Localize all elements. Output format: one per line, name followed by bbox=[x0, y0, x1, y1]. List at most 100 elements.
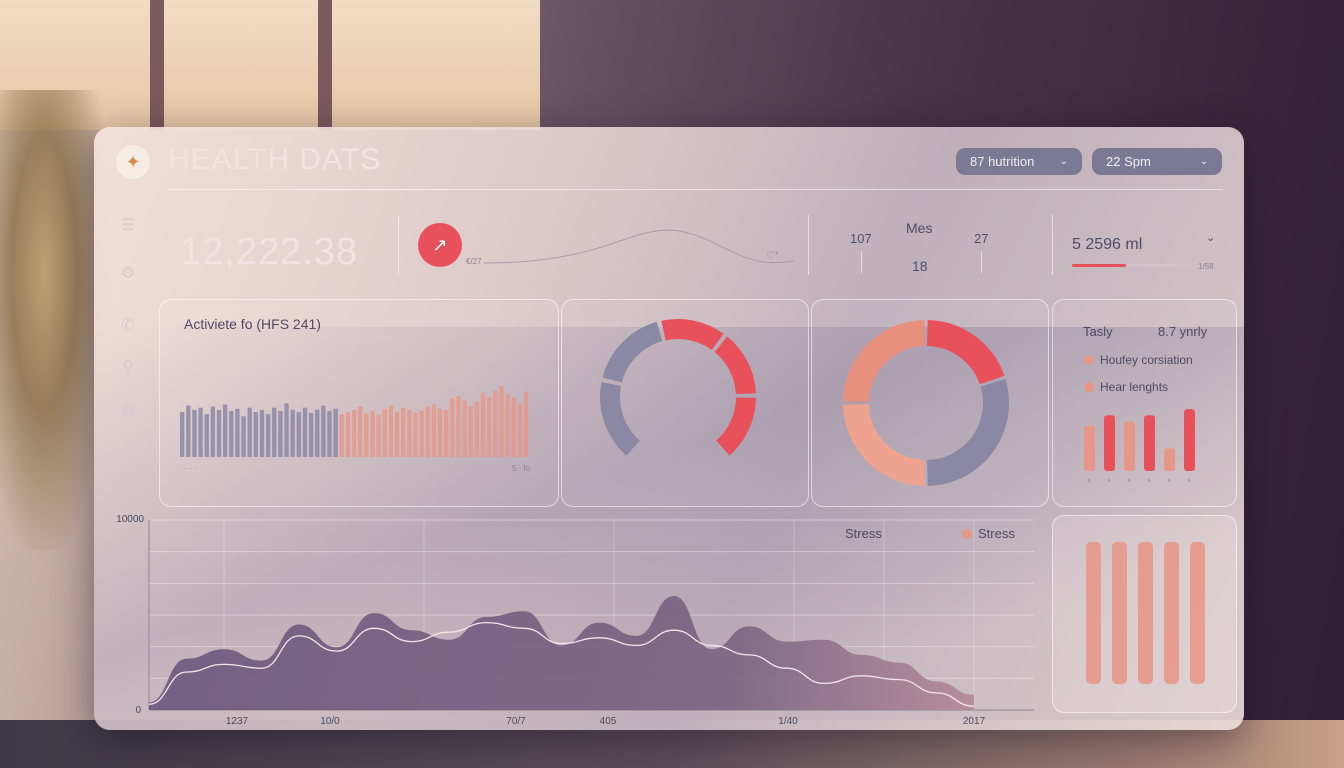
total-value: 12,222.38 bbox=[180, 231, 359, 273]
x-tick-label: 10/0 bbox=[320, 716, 340, 727]
x-tick-label: 70/7 bbox=[506, 716, 526, 727]
heart-icon: ♡′ bbox=[766, 250, 778, 262]
search-icon[interactable]: ⚲ bbox=[122, 359, 134, 376]
legend-item: Houfey corsiation bbox=[1084, 353, 1193, 367]
activity-bar bbox=[186, 405, 191, 457]
tally-card bbox=[1052, 299, 1237, 507]
activity-bar bbox=[192, 409, 197, 457]
settings-icon[interactable]: ⚙ bbox=[120, 265, 136, 282]
legend-label: Houfey corsiation bbox=[1100, 353, 1193, 367]
trend-up-icon[interactable]: ↗ bbox=[418, 223, 462, 267]
activity-bar bbox=[394, 412, 400, 457]
gauge-segment bbox=[715, 397, 756, 456]
bracket-left bbox=[861, 251, 862, 273]
legend-dot bbox=[1084, 382, 1094, 392]
activity-bar bbox=[358, 406, 363, 457]
divider bbox=[1052, 215, 1053, 275]
tally-header-right: 8.7 ynrly bbox=[1158, 324, 1208, 339]
activity-bar bbox=[345, 412, 351, 457]
trend-sparkline bbox=[483, 229, 794, 264]
calendar-icon[interactable]: ▦ bbox=[120, 403, 136, 420]
activity-bar bbox=[431, 404, 437, 457]
activity-bar bbox=[407, 409, 412, 457]
x-tick-label: 1237 bbox=[226, 716, 249, 727]
volume-progress-fill bbox=[1072, 264, 1126, 267]
column-bar bbox=[1112, 541, 1127, 684]
activity-bar bbox=[388, 405, 394, 457]
tally-bar bbox=[1184, 409, 1195, 471]
stat-right: 27 bbox=[974, 231, 989, 246]
activity-bar bbox=[444, 409, 449, 457]
activity-bar bbox=[210, 406, 215, 457]
donut-slice bbox=[926, 378, 1009, 486]
window-frame-bar bbox=[318, 0, 332, 130]
activity-bar bbox=[364, 413, 369, 457]
activity-bar bbox=[229, 410, 234, 457]
time-dropdown[interactable]: 22 Spm ⌄ bbox=[1092, 148, 1222, 175]
activity-bar bbox=[247, 407, 252, 457]
activity-bar bbox=[462, 400, 467, 457]
column-bar-chart bbox=[1086, 541, 1205, 684]
volume-value: 5 2596 ml bbox=[1072, 236, 1143, 253]
chevron-down-icon[interactable]: ⌄ bbox=[1206, 232, 1216, 244]
activity-bar bbox=[413, 413, 418, 457]
list-icon[interactable]: ☰ bbox=[120, 217, 136, 234]
activity-bar bbox=[198, 407, 203, 457]
activity-bar bbox=[499, 386, 504, 457]
tally-bar bbox=[1144, 415, 1155, 471]
y-tick-label: 10000 bbox=[116, 514, 144, 525]
activity-axis-end: 5 · fo bbox=[512, 464, 531, 473]
activity-bar bbox=[204, 414, 209, 457]
chevron-down-icon: ⌄ bbox=[1059, 156, 1068, 167]
activity-bar bbox=[315, 409, 320, 457]
x-tick-label: 2017 bbox=[963, 716, 986, 727]
activity-bar bbox=[437, 408, 443, 457]
activity-bar bbox=[474, 401, 480, 457]
nutrition-dropdown[interactable]: 87 hutrition ⌄ bbox=[956, 148, 1082, 175]
activity-card-title: Activiete fo (HFS 241) bbox=[184, 316, 321, 332]
activity-bar bbox=[450, 398, 455, 457]
activity-bar bbox=[253, 412, 258, 457]
activity-bar bbox=[382, 408, 387, 457]
x-tick-label: 405 bbox=[600, 716, 617, 727]
gauge-segment bbox=[602, 321, 663, 383]
legend-item: Hear lenghts bbox=[1084, 380, 1168, 394]
activity-bar bbox=[327, 410, 332, 457]
window-frame-bar bbox=[150, 0, 164, 130]
activity-bar bbox=[180, 412, 185, 457]
activity-bar bbox=[487, 397, 492, 457]
legend-label: Stress bbox=[978, 526, 1015, 541]
nutrition-dropdown-label: 87 hutrition bbox=[970, 154, 1035, 169]
activity-bar-chart bbox=[180, 386, 529, 457]
tally-bar bbox=[1124, 421, 1135, 471]
app-title: HEALTH DATS bbox=[168, 143, 382, 176]
chart-legend-right: Stress bbox=[962, 526, 1015, 541]
activity-bar bbox=[321, 405, 326, 457]
column-bar bbox=[1164, 541, 1179, 684]
phone-icon[interactable]: ✆ bbox=[121, 317, 135, 334]
activity-bar bbox=[290, 409, 295, 457]
gauge-segment bbox=[714, 336, 756, 395]
gauge-segment bbox=[600, 382, 641, 456]
line-series-2 bbox=[148, 621, 975, 707]
y-tick-label: 0 bbox=[135, 705, 141, 716]
divider bbox=[398, 215, 399, 275]
tally-bar bbox=[1104, 415, 1115, 471]
tally-bar bbox=[1084, 425, 1095, 471]
activity-bar bbox=[308, 413, 314, 457]
app-logo-icon[interactable]: ✦ bbox=[116, 145, 150, 179]
activity-bar bbox=[523, 391, 529, 457]
activity-bar bbox=[241, 416, 246, 457]
legend-label: Hear lenghts bbox=[1100, 380, 1169, 394]
activity-bar bbox=[511, 398, 516, 457]
donut-slice bbox=[843, 320, 926, 403]
time-dropdown-label: 22 Spm bbox=[1106, 154, 1151, 169]
plant-silhouette bbox=[0, 90, 110, 550]
column-bar bbox=[1086, 541, 1101, 684]
activity-bar bbox=[278, 410, 283, 457]
activity-bar bbox=[468, 406, 473, 457]
tally-header-left: Tasly bbox=[1083, 324, 1113, 339]
activity-bar bbox=[370, 410, 375, 457]
activity-bar bbox=[493, 390, 498, 457]
divider bbox=[808, 215, 809, 275]
